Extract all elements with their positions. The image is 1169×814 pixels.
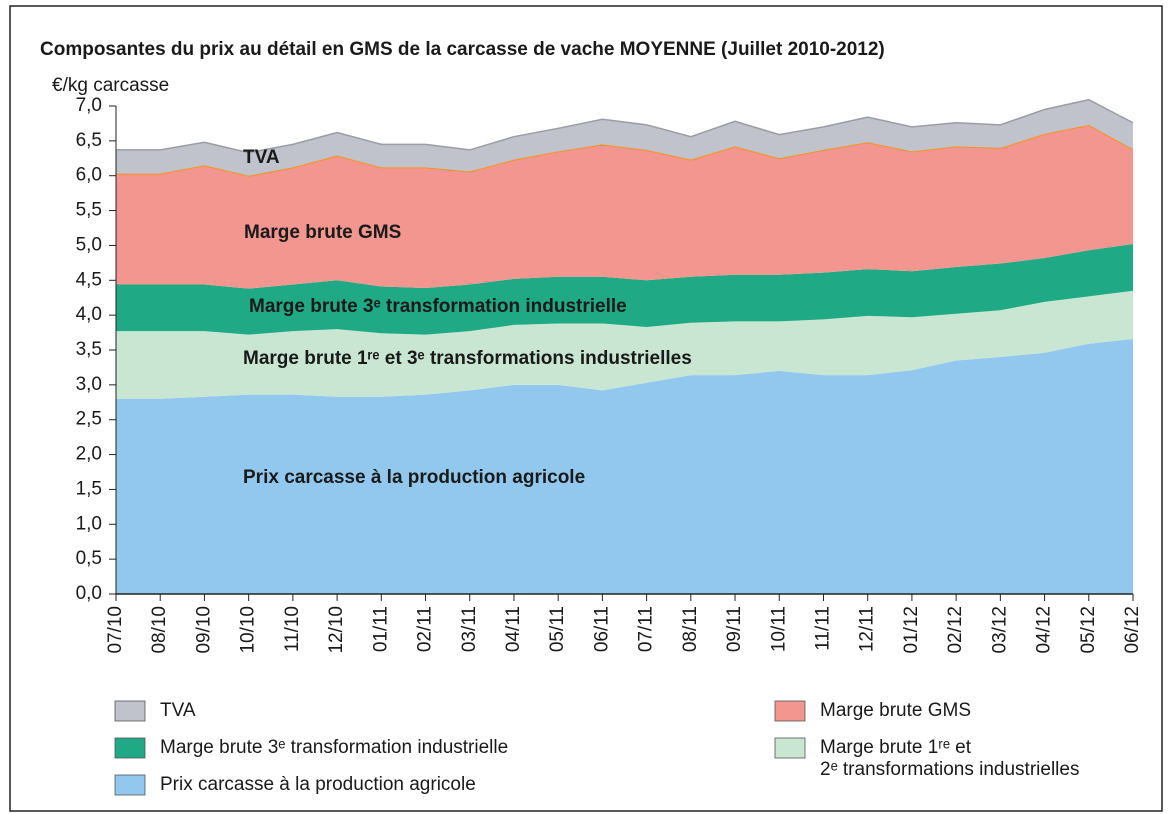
annotation: Marge brute 1ʳᵉ et 3ᵉ transformations in… bbox=[243, 348, 692, 369]
legend-swatch bbox=[774, 700, 806, 722]
legend-label: Marge brute GMS bbox=[820, 700, 971, 721]
y-tick-label: 2,0 bbox=[76, 444, 102, 465]
x-tick-label: 09/10 bbox=[193, 606, 214, 654]
x-tick-label: 12/10 bbox=[326, 606, 347, 654]
x-tick-label: 07/11 bbox=[636, 606, 657, 652]
y-tick-label: 2,5 bbox=[76, 409, 102, 430]
annotation: Marge brute GMS bbox=[244, 222, 401, 243]
x-tick-label: 09/11 bbox=[724, 606, 745, 652]
x-tick-label: 10/10 bbox=[238, 606, 259, 654]
x-tick-label: 08/10 bbox=[149, 606, 170, 654]
chart-title: Composantes du prix au détail en GMS de … bbox=[40, 39, 885, 60]
area bbox=[116, 290, 1133, 399]
legend-label: Prix carcasse à la production agricole bbox=[160, 774, 476, 795]
y-tick-label: 1,0 bbox=[76, 513, 102, 534]
x-tick-label: 06/11 bbox=[591, 606, 612, 652]
x-tick-label: 02/11 bbox=[415, 606, 436, 652]
legend-label: Marge brute 1ʳᵉ et 2ᵉ transformations in… bbox=[820, 737, 1079, 780]
x-tick-label: 02/12 bbox=[945, 606, 966, 654]
annotation: Marge brute 3ᵉ transformation industriel… bbox=[249, 296, 627, 317]
y-tick-label: 1,5 bbox=[76, 478, 102, 499]
legend-swatch bbox=[114, 737, 146, 759]
y-tick-label: 6,0 bbox=[76, 165, 102, 186]
x-tick-label: 11/11 bbox=[812, 606, 833, 651]
x-tick-label: 06/12 bbox=[1122, 606, 1143, 654]
y-tick-label: 7,0 bbox=[76, 95, 102, 116]
x-tick-label: 08/11 bbox=[680, 606, 701, 652]
area bbox=[116, 99, 1133, 176]
x-tick-label: 11/10 bbox=[282, 606, 303, 652]
annotation: TVA bbox=[243, 147, 280, 168]
x-tick-label: 03/11 bbox=[459, 606, 480, 652]
x-tick-label: 04/12 bbox=[1034, 606, 1055, 654]
y-tick-label: 5,0 bbox=[76, 234, 102, 255]
area bbox=[116, 124, 1133, 289]
legend-label: TVA bbox=[160, 700, 196, 721]
annotation: Prix carcasse à la production agricole bbox=[243, 467, 585, 488]
x-tick-label: 01/11 bbox=[370, 606, 391, 652]
y-tick-label: 3,0 bbox=[76, 374, 102, 395]
x-tick-label: 03/12 bbox=[989, 606, 1010, 654]
top-line bbox=[116, 98, 1134, 154]
area bbox=[116, 338, 1133, 594]
y-tick-label: 4,5 bbox=[76, 269, 102, 290]
legend-swatch bbox=[114, 774, 146, 796]
x-tick-label: 01/12 bbox=[901, 606, 922, 654]
y-tick-label: 0,5 bbox=[76, 548, 102, 569]
legend-swatch bbox=[774, 737, 806, 759]
y-tick-label: 6,5 bbox=[76, 130, 102, 151]
x-tick-label: 05/11 bbox=[547, 606, 568, 652]
legend-swatch bbox=[114, 700, 146, 722]
y-axis-label: €/kg carcasse bbox=[52, 75, 169, 96]
x-tick-label: 07/10 bbox=[105, 606, 126, 654]
y-tick-label: 4,0 bbox=[76, 304, 102, 325]
x-tick-label: 10/11 bbox=[768, 606, 789, 652]
x-tick-label: 04/11 bbox=[503, 606, 524, 652]
x-tick-label: 12/11 bbox=[857, 606, 878, 652]
x-tick-label: 05/12 bbox=[1078, 606, 1099, 654]
y-tick-label: 0,0 bbox=[76, 583, 102, 604]
legend-label: Marge brute 3ᵉ transformation industriel… bbox=[160, 737, 508, 758]
y-tick-label: 5,5 bbox=[76, 200, 102, 221]
y-tick-label: 3,5 bbox=[76, 339, 102, 360]
area bbox=[116, 244, 1133, 335]
